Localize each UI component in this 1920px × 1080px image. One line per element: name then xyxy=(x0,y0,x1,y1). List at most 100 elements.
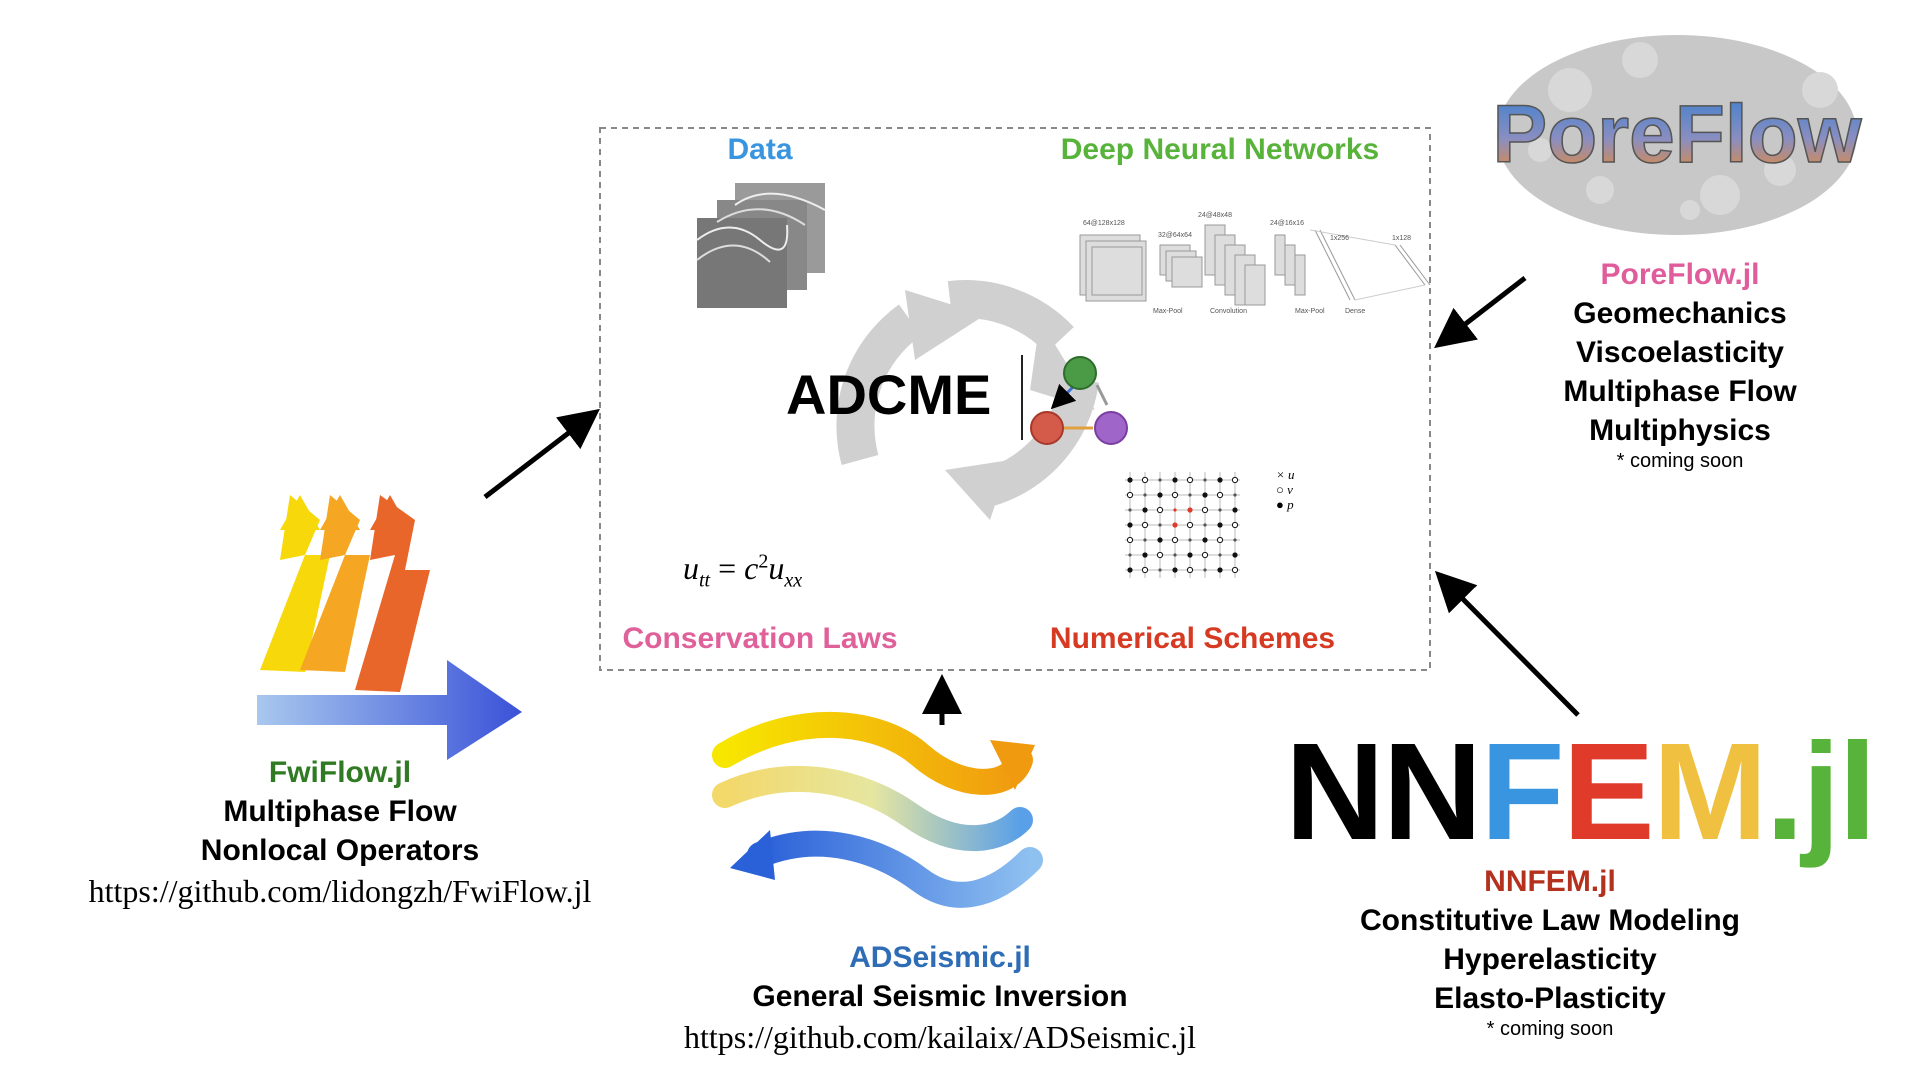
grid-point xyxy=(1128,508,1132,512)
grid-point xyxy=(1217,477,1223,483)
grid-point xyxy=(1216,536,1224,544)
grid-point xyxy=(1173,508,1177,512)
grid-point xyxy=(1141,521,1149,529)
grid-point xyxy=(1217,567,1223,573)
dnn-layer-label: 24@16x16 xyxy=(1270,220,1304,227)
grid-point xyxy=(1231,476,1239,484)
nnfem-logo: NNFEM.jl xyxy=(1285,715,1877,869)
adseismic-arrowhead-left xyxy=(730,830,775,880)
grid-point xyxy=(1157,537,1163,543)
fwiflow-line: Multiphase Flow xyxy=(223,795,457,828)
adseismic-url[interactable]: https://github.com/kailaix/ADSeismic.jl xyxy=(684,1019,1196,1055)
grid-point xyxy=(1232,507,1238,513)
dnn-caption-label: Max-Pool xyxy=(1153,308,1183,315)
nnfem-info: NNFEM.jl Constitutive Law Modeling Hyper… xyxy=(1310,862,1790,1041)
poreflow-name: PoreFlow.jl xyxy=(1600,258,1760,291)
adseismic-logo xyxy=(712,711,1043,908)
dnn-layer-label: 1x128 xyxy=(1392,235,1412,242)
grid-point xyxy=(1172,567,1178,573)
adseismic-arrowhead-right xyxy=(990,740,1035,790)
neural-network-diagram xyxy=(1079,224,1431,306)
grid-point xyxy=(1158,568,1162,572)
recycle-arrowhead-1 xyxy=(905,290,985,360)
grid-point xyxy=(1128,553,1132,557)
grid-point xyxy=(1186,476,1194,484)
grid-point xyxy=(1158,478,1162,482)
arrow-fwiflow xyxy=(483,408,600,499)
grid-point xyxy=(1203,523,1207,527)
grid-point xyxy=(1158,523,1162,527)
fwiflow-logo xyxy=(257,495,522,760)
grid-point xyxy=(1186,521,1194,529)
dnn-layer-label: 32@64x64 xyxy=(1158,232,1192,239)
grid-point xyxy=(1171,536,1179,544)
poreflow-line: Geomechanics xyxy=(1573,297,1787,330)
grid-point xyxy=(1203,478,1207,482)
grid-point xyxy=(1141,476,1149,484)
grid-point xyxy=(1142,552,1148,558)
grid-point xyxy=(1231,566,1239,574)
grid-point xyxy=(1127,477,1133,483)
grid-point xyxy=(1216,491,1224,499)
grid-point xyxy=(1231,521,1239,529)
grid-point xyxy=(1172,522,1178,528)
grid-point xyxy=(1143,493,1147,497)
grid-point xyxy=(1157,492,1163,498)
fwiflow-line: Nonlocal Operators xyxy=(200,834,480,867)
adseismic-info: ADSeismic.jl General Seismic Inversion h… xyxy=(540,938,1340,1058)
poreflow-note: * coming soon xyxy=(1616,450,1744,472)
grid-point xyxy=(1127,522,1133,528)
grid-point xyxy=(1187,552,1193,558)
dnn-caption-label: Max-Pool xyxy=(1295,308,1325,315)
nnfem-line: Hyperelasticity xyxy=(1443,943,1657,976)
grid-point xyxy=(1156,506,1164,514)
numerical-schemes-label: Numerical Schemes xyxy=(1049,622,1336,655)
dnn-layer-label: 64@128x128 xyxy=(1083,220,1125,227)
wave-equation: utt = c2uxx xyxy=(683,550,803,592)
dnn-caption-label: Convolution xyxy=(1210,308,1247,315)
nnfem-line: Elasto-Plasticity xyxy=(1434,982,1666,1015)
grid-point xyxy=(1217,522,1223,528)
grid-legend: × u ○ v ● p xyxy=(1276,467,1295,512)
arrow-nnfem xyxy=(1434,570,1580,717)
grid-point xyxy=(1233,538,1237,542)
grid-point xyxy=(1171,491,1179,499)
grid-point xyxy=(1203,568,1207,572)
adseismic-name: ADSeismic.jl xyxy=(849,941,1031,974)
grid-point xyxy=(1202,492,1208,498)
grid-point xyxy=(1201,506,1209,514)
fwiflow-info: FwiFlow.jl Multiphase Flow Nonlocal Oper… xyxy=(40,753,640,912)
poreflow-info: PoreFlow.jl Geomechanics Viscoelasticity… xyxy=(1520,255,1840,473)
recycle-arrowhead-3 xyxy=(945,460,1010,520)
fwiflow-url[interactable]: https://github.com/lidongzh/FwiFlow.jl xyxy=(88,873,592,909)
data-images-icon xyxy=(696,183,826,308)
adcme-frame xyxy=(599,127,1431,671)
grid-point xyxy=(1202,537,1208,543)
data-label: Data xyxy=(727,133,793,166)
grid-point xyxy=(1218,508,1222,512)
grid-point xyxy=(1188,538,1192,542)
grid-point xyxy=(1141,566,1149,574)
dnn-label: Deep Neural Networks xyxy=(1060,133,1380,166)
poreflow-logo-text: PoreFlow xyxy=(1492,89,1861,180)
grid-point xyxy=(1172,477,1178,483)
grid-point xyxy=(1188,493,1192,497)
grid-point xyxy=(1187,507,1193,513)
nnfem-name: NNFEM.jl xyxy=(1484,865,1616,898)
grid-point xyxy=(1156,551,1164,559)
grid-point xyxy=(1186,566,1194,574)
grid-point xyxy=(1127,567,1133,573)
grid-point xyxy=(1142,507,1148,513)
grid-point xyxy=(1173,553,1177,557)
grid-point xyxy=(1143,538,1147,542)
adseismic-line: General Seismic Inversion xyxy=(752,980,1128,1013)
nnfem-note: * coming soon xyxy=(1486,1018,1614,1040)
poreflow-logo: PoreFlow xyxy=(1492,35,1862,235)
numerical-grid-points xyxy=(1126,476,1239,574)
grid-point xyxy=(1126,536,1134,544)
poreflow-line: Multiphysics xyxy=(1589,414,1771,447)
graph-icon xyxy=(1021,355,1128,445)
poreflow-line: Viscoelasticity xyxy=(1576,336,1784,369)
arrow-poreflow xyxy=(1434,276,1527,349)
